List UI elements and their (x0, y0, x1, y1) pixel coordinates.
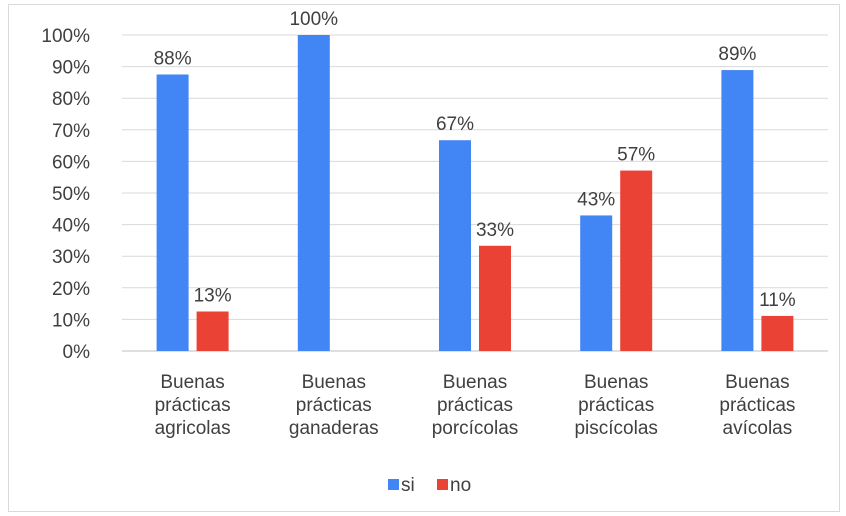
data-label: 33% (476, 220, 514, 241)
y-tick-label: 100% (41, 26, 90, 47)
category-label-line: prácticas (719, 395, 795, 416)
category-label-line: prácticas (155, 395, 231, 416)
category-label: Buenas prácticas agricolas (155, 372, 231, 439)
legend-label-no: no (450, 475, 471, 496)
bar-si (157, 75, 189, 352)
category-label-line: porcícolas (432, 418, 519, 439)
data-label: 57% (617, 145, 655, 166)
y-tick-label: 70% (52, 121, 90, 142)
legend-label-si: si (401, 475, 415, 496)
category-label-line: ganaderas (289, 418, 379, 439)
legend-swatch-no (437, 479, 448, 490)
bar-si (439, 140, 471, 351)
legend-swatch-si (388, 479, 399, 490)
category-label-line: Buenas (160, 372, 224, 393)
y-tick-label: 40% (52, 216, 90, 237)
category-label: Buenas prácticas porcícolas (432, 372, 519, 439)
bar-no (479, 246, 511, 351)
category-label-line: Buenas (443, 372, 507, 393)
data-label: 100% (289, 9, 338, 30)
y-tick-label: 0% (63, 342, 91, 363)
category-label: Buenas prácticas avícolas (719, 372, 795, 439)
data-label: 43% (577, 189, 615, 210)
bar-si (721, 70, 753, 351)
category-label-line: piscícolas (574, 418, 657, 439)
y-tick-label: 10% (52, 310, 90, 331)
data-label: 67% (436, 114, 474, 135)
bar-no (761, 316, 793, 351)
y-tick-label: 80% (52, 89, 90, 110)
category-label-line: prácticas (296, 395, 372, 416)
category-label-line: prácticas (437, 395, 513, 416)
category-label: Buenas prácticas ganaderas (289, 372, 379, 439)
y-tick-label: 30% (52, 247, 90, 268)
data-label: 11% (759, 290, 796, 311)
category-label-line: avícolas (723, 418, 793, 439)
y-tick-label: 50% (52, 184, 90, 205)
y-tick-label: 20% (52, 279, 90, 300)
category-label-line: agricolas (155, 418, 231, 439)
data-label: 13% (194, 286, 232, 307)
bar-si (298, 35, 330, 351)
bar-no (197, 312, 229, 352)
category-label-line: Buenas (725, 372, 789, 393)
bar-si (580, 215, 612, 351)
y-tick-label: 90% (52, 58, 90, 79)
category-label: Buenas prácticas piscícolas (574, 372, 657, 439)
legend: si no (388, 475, 471, 496)
bar-no (620, 171, 652, 351)
category-label-line: Buenas (584, 372, 648, 393)
y-axis: 0% 10% 20% 30% 40% 50% 60% 70% 80% 90% 100% (41, 26, 90, 363)
category-label-line: Buenas (302, 372, 366, 393)
data-label: 88% (154, 49, 192, 70)
category-label-line: prácticas (578, 395, 654, 416)
y-tick-label: 60% (52, 152, 90, 173)
data-labels: 88% 13% 100% 67% 33% 43% 57% 89% 11% (154, 9, 796, 311)
data-label: 89% (718, 44, 756, 65)
